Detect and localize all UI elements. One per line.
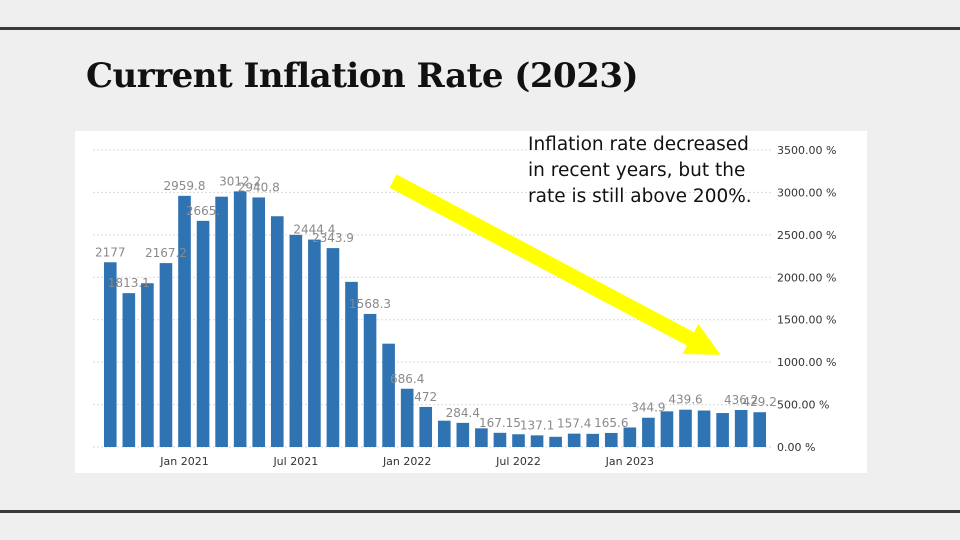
bar xyxy=(679,409,692,447)
bar xyxy=(419,406,433,447)
slide-title: Current Inflation Rate (2023) xyxy=(86,56,639,96)
data-label: 344.9 xyxy=(631,401,665,415)
data-label: 2665. xyxy=(186,204,220,218)
bar xyxy=(122,293,136,447)
data-label: 2940.8 xyxy=(238,180,280,194)
y-tick-label: 1500.00 % xyxy=(777,314,836,327)
bar xyxy=(103,262,117,447)
bar xyxy=(141,283,154,447)
data-label: 2343.9 xyxy=(312,231,354,245)
bar xyxy=(252,197,266,447)
bar xyxy=(437,420,451,447)
data-label: 157.4 xyxy=(557,417,591,431)
data-label: 284.4 xyxy=(446,406,480,420)
bar xyxy=(716,413,729,447)
bar xyxy=(178,195,191,447)
data-label: 429.2 xyxy=(743,395,777,409)
bar xyxy=(586,433,600,447)
data-label: 3012.2 xyxy=(219,174,261,188)
bar xyxy=(215,196,228,447)
bar xyxy=(642,417,655,447)
x-tick-label: Jul 2022 xyxy=(495,455,541,468)
top-rule xyxy=(0,27,960,30)
data-label: 439.6 xyxy=(668,393,702,407)
x-tick-label: Jan 2022 xyxy=(382,455,431,468)
data-label: 2177 xyxy=(95,245,126,259)
trend-arrow-shaft xyxy=(389,174,695,346)
bar xyxy=(363,313,377,447)
bar xyxy=(660,411,674,447)
x-tick-label: Jan 2021 xyxy=(159,455,208,468)
data-label: 167.15 xyxy=(479,416,521,430)
trend-arrow xyxy=(389,174,721,355)
bar xyxy=(530,435,544,447)
y-tick-label: 0.00 % xyxy=(777,441,815,454)
x-tick-label: Jan 2023 xyxy=(605,455,654,468)
bar xyxy=(233,191,247,447)
trend-arrow-head xyxy=(682,323,721,355)
inflation-chart: 0.00 % 500.00 % 1000.00 % 1500.00 % 2000.00 … xyxy=(75,131,867,473)
bar xyxy=(400,388,414,447)
x-tick-label: Jul 2021 xyxy=(272,455,318,468)
bar xyxy=(623,427,637,447)
bar xyxy=(734,409,748,447)
bar xyxy=(345,281,358,447)
data-label: 472 xyxy=(414,390,437,404)
bar xyxy=(512,434,525,447)
data-label: 2167.2 xyxy=(145,246,187,260)
data-label: 1813.1 xyxy=(108,276,150,290)
y-tick-label: 2500.00 % xyxy=(777,229,836,242)
bar xyxy=(289,234,303,447)
bar xyxy=(382,343,395,447)
data-label: 2444.4 xyxy=(293,223,335,237)
x-axis-labels: Jan 2021 Jul 2021 Jan 2022 Jul 2022 Jan 2023 xyxy=(159,455,654,468)
bar xyxy=(159,263,173,447)
data-label: 686.4 xyxy=(390,372,424,386)
bar xyxy=(270,216,284,447)
y-tick-label: 3500.00 % xyxy=(777,144,836,157)
y-tick-label: 3000.00 % xyxy=(777,186,836,199)
bar xyxy=(493,432,507,447)
y-axis-labels: 0.00 % 500.00 % 1000.00 % 1500.00 % 2000.00 … xyxy=(777,144,836,454)
bar xyxy=(697,410,711,447)
bar xyxy=(604,432,618,447)
bar xyxy=(326,248,340,447)
data-label: 436.2 xyxy=(724,393,758,407)
data-label: 137.1 xyxy=(520,418,554,432)
bar xyxy=(456,422,470,447)
data-label: 2959.8 xyxy=(164,179,206,193)
y-tick-label: 2000.00 % xyxy=(777,271,836,284)
bottom-rule xyxy=(0,510,960,513)
bar xyxy=(567,433,581,447)
annotation-text: Inflation rate decreased in recent years… xyxy=(528,134,752,207)
bar xyxy=(196,220,210,447)
bar xyxy=(753,412,767,447)
bar xyxy=(475,428,488,447)
y-tick-label: 1000.00 % xyxy=(777,356,836,369)
y-tick-label: 500.00 % xyxy=(777,399,829,412)
bars xyxy=(103,191,767,447)
data-label: 165.6 xyxy=(594,416,628,430)
bar xyxy=(308,239,321,447)
data-label: 1568.3 xyxy=(349,297,391,311)
bar xyxy=(549,436,562,447)
chart-svg: 0.00 % 500.00 % 1000.00 % 1500.00 % 2000.00 … xyxy=(93,144,836,468)
